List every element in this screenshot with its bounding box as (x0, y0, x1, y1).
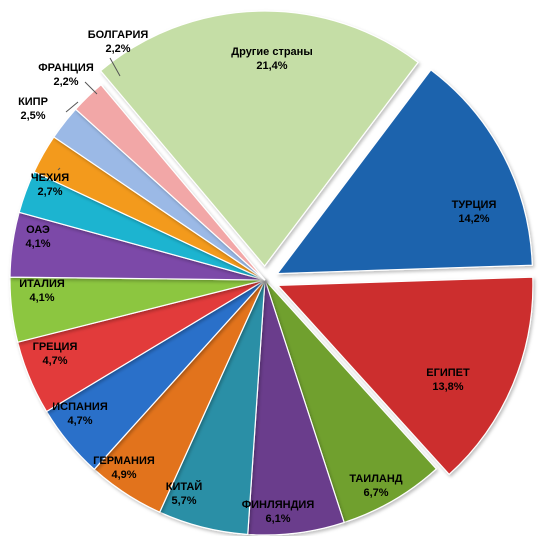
leader-line (65, 101, 79, 113)
pie-slice (276, 69, 533, 275)
slice-label: ГЕРМАНИЯ 4,9% (93, 455, 155, 481)
slice-label-name: ЕГИПЕТ (426, 367, 470, 379)
slice-label-name: ФРАНЦИЯ (38, 62, 94, 74)
slice-label: КИТАЙ 5,7% (166, 480, 203, 507)
slice-label-name: БОЛГАРИЯ (88, 29, 149, 41)
slice-label: ЕГИПЕТ 13,8% (426, 367, 470, 393)
slice-label-name: ТАИЛАНД (349, 473, 402, 485)
slice-label-name: ТУРЦИЯ (452, 199, 497, 211)
slice-label-pct: 4,1% (29, 292, 54, 304)
slice-label-pct: 21,4% (256, 60, 287, 72)
pie-slice (264, 279, 438, 524)
slice-label-name: КИТАЙ (166, 480, 203, 493)
slice-label: ФРАНЦИЯ 2,2% (38, 62, 94, 88)
slice-label-pct: 4,1% (25, 238, 50, 250)
slice-label-name: Другие страны (231, 46, 312, 58)
pie-slice (99, 10, 419, 267)
slice-label: КИПР 2,5% (18, 96, 48, 122)
slice-label: ГРЕЦИЯ 4,7% (33, 341, 78, 367)
slice-label-pct: 4,7% (67, 415, 92, 427)
slice-label-name: ЧЕХИЯ (31, 172, 69, 184)
slice-label: Другие страны 21,4% (231, 46, 312, 72)
slice-label: БОЛГАРИЯ 2,2% (88, 29, 149, 55)
leader-line (84, 81, 98, 95)
slice-label-pct: 6,1% (265, 513, 290, 525)
pie-slice (276, 276, 534, 476)
slice-label-pct: 4,9% (111, 469, 136, 481)
slice-label-pct: 13,8% (432, 381, 463, 393)
leader-line (57, 167, 61, 171)
slice-label-pct: 2,7% (37, 186, 62, 198)
slice-label-name: ИТАЛИЯ (19, 278, 65, 290)
slice-label-name: КИПР (18, 96, 48, 108)
slice-label-pct: 2,5% (20, 110, 45, 122)
slice-label-name: ИСПАНИЯ (52, 401, 108, 413)
slice-label-pct: 5,7% (171, 495, 196, 507)
slice-label-pct: 6,7% (363, 487, 388, 499)
slice-label: ЧЕХИЯ 2,7% (31, 172, 69, 198)
slice-label: ФИНЛЯНДИЯ 6,1% (242, 499, 315, 525)
pie-slice (74, 83, 266, 281)
slice-label: ИСПАНИЯ 4,7% (52, 401, 108, 427)
slice-label-name: ФИНЛЯНДИЯ (242, 499, 315, 511)
slice-label: ИТАЛИЯ 4,1% (19, 278, 65, 304)
slice-label: ОАЭ 4,1% (25, 224, 50, 250)
leader-line (109, 57, 121, 77)
slice-label-pct: 2,2% (53, 76, 78, 88)
slice-label-pct: 14,2% (458, 213, 489, 225)
slice-label: ТУРЦИЯ 14,2% (452, 199, 497, 225)
slice-label: ТАИЛАНД 6,7% (349, 473, 402, 499)
slice-label-pct: 4,7% (42, 355, 67, 367)
slice-label-pct: 2,2% (105, 43, 130, 55)
slice-label-name: ГРЕЦИЯ (33, 341, 78, 353)
slice-label-name: ОАЭ (26, 224, 50, 236)
slice-label-name: ГЕРМАНИЯ (93, 455, 155, 467)
